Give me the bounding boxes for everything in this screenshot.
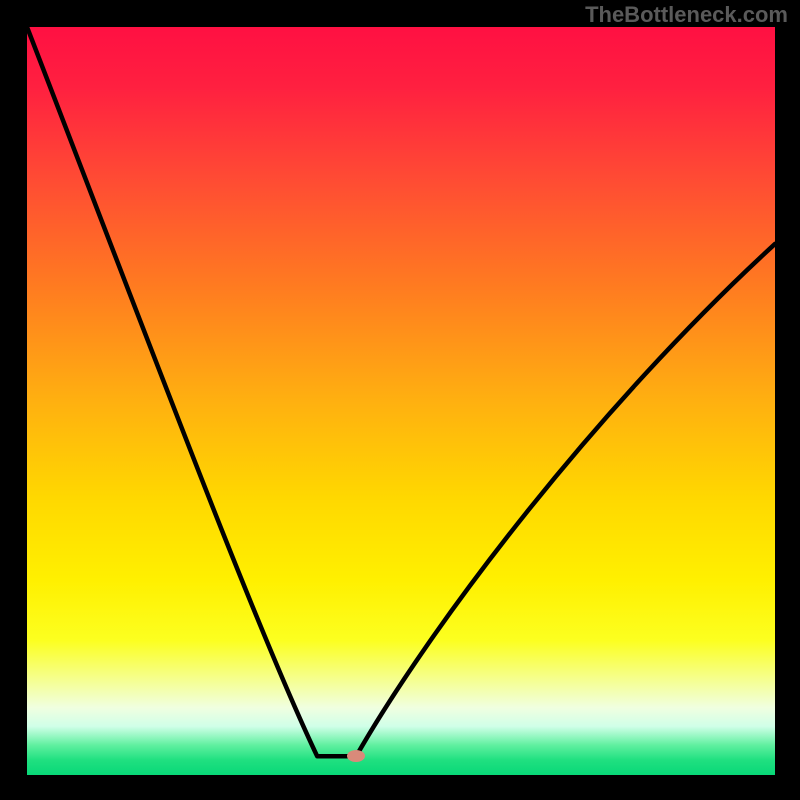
bottleneck-curve-path (27, 27, 775, 756)
plot-area (27, 27, 775, 775)
bottleneck-curve (27, 27, 775, 775)
chart-container: TheBottleneck.com (0, 0, 800, 800)
watermark-text: TheBottleneck.com (585, 2, 788, 28)
optimum-marker (347, 750, 365, 762)
